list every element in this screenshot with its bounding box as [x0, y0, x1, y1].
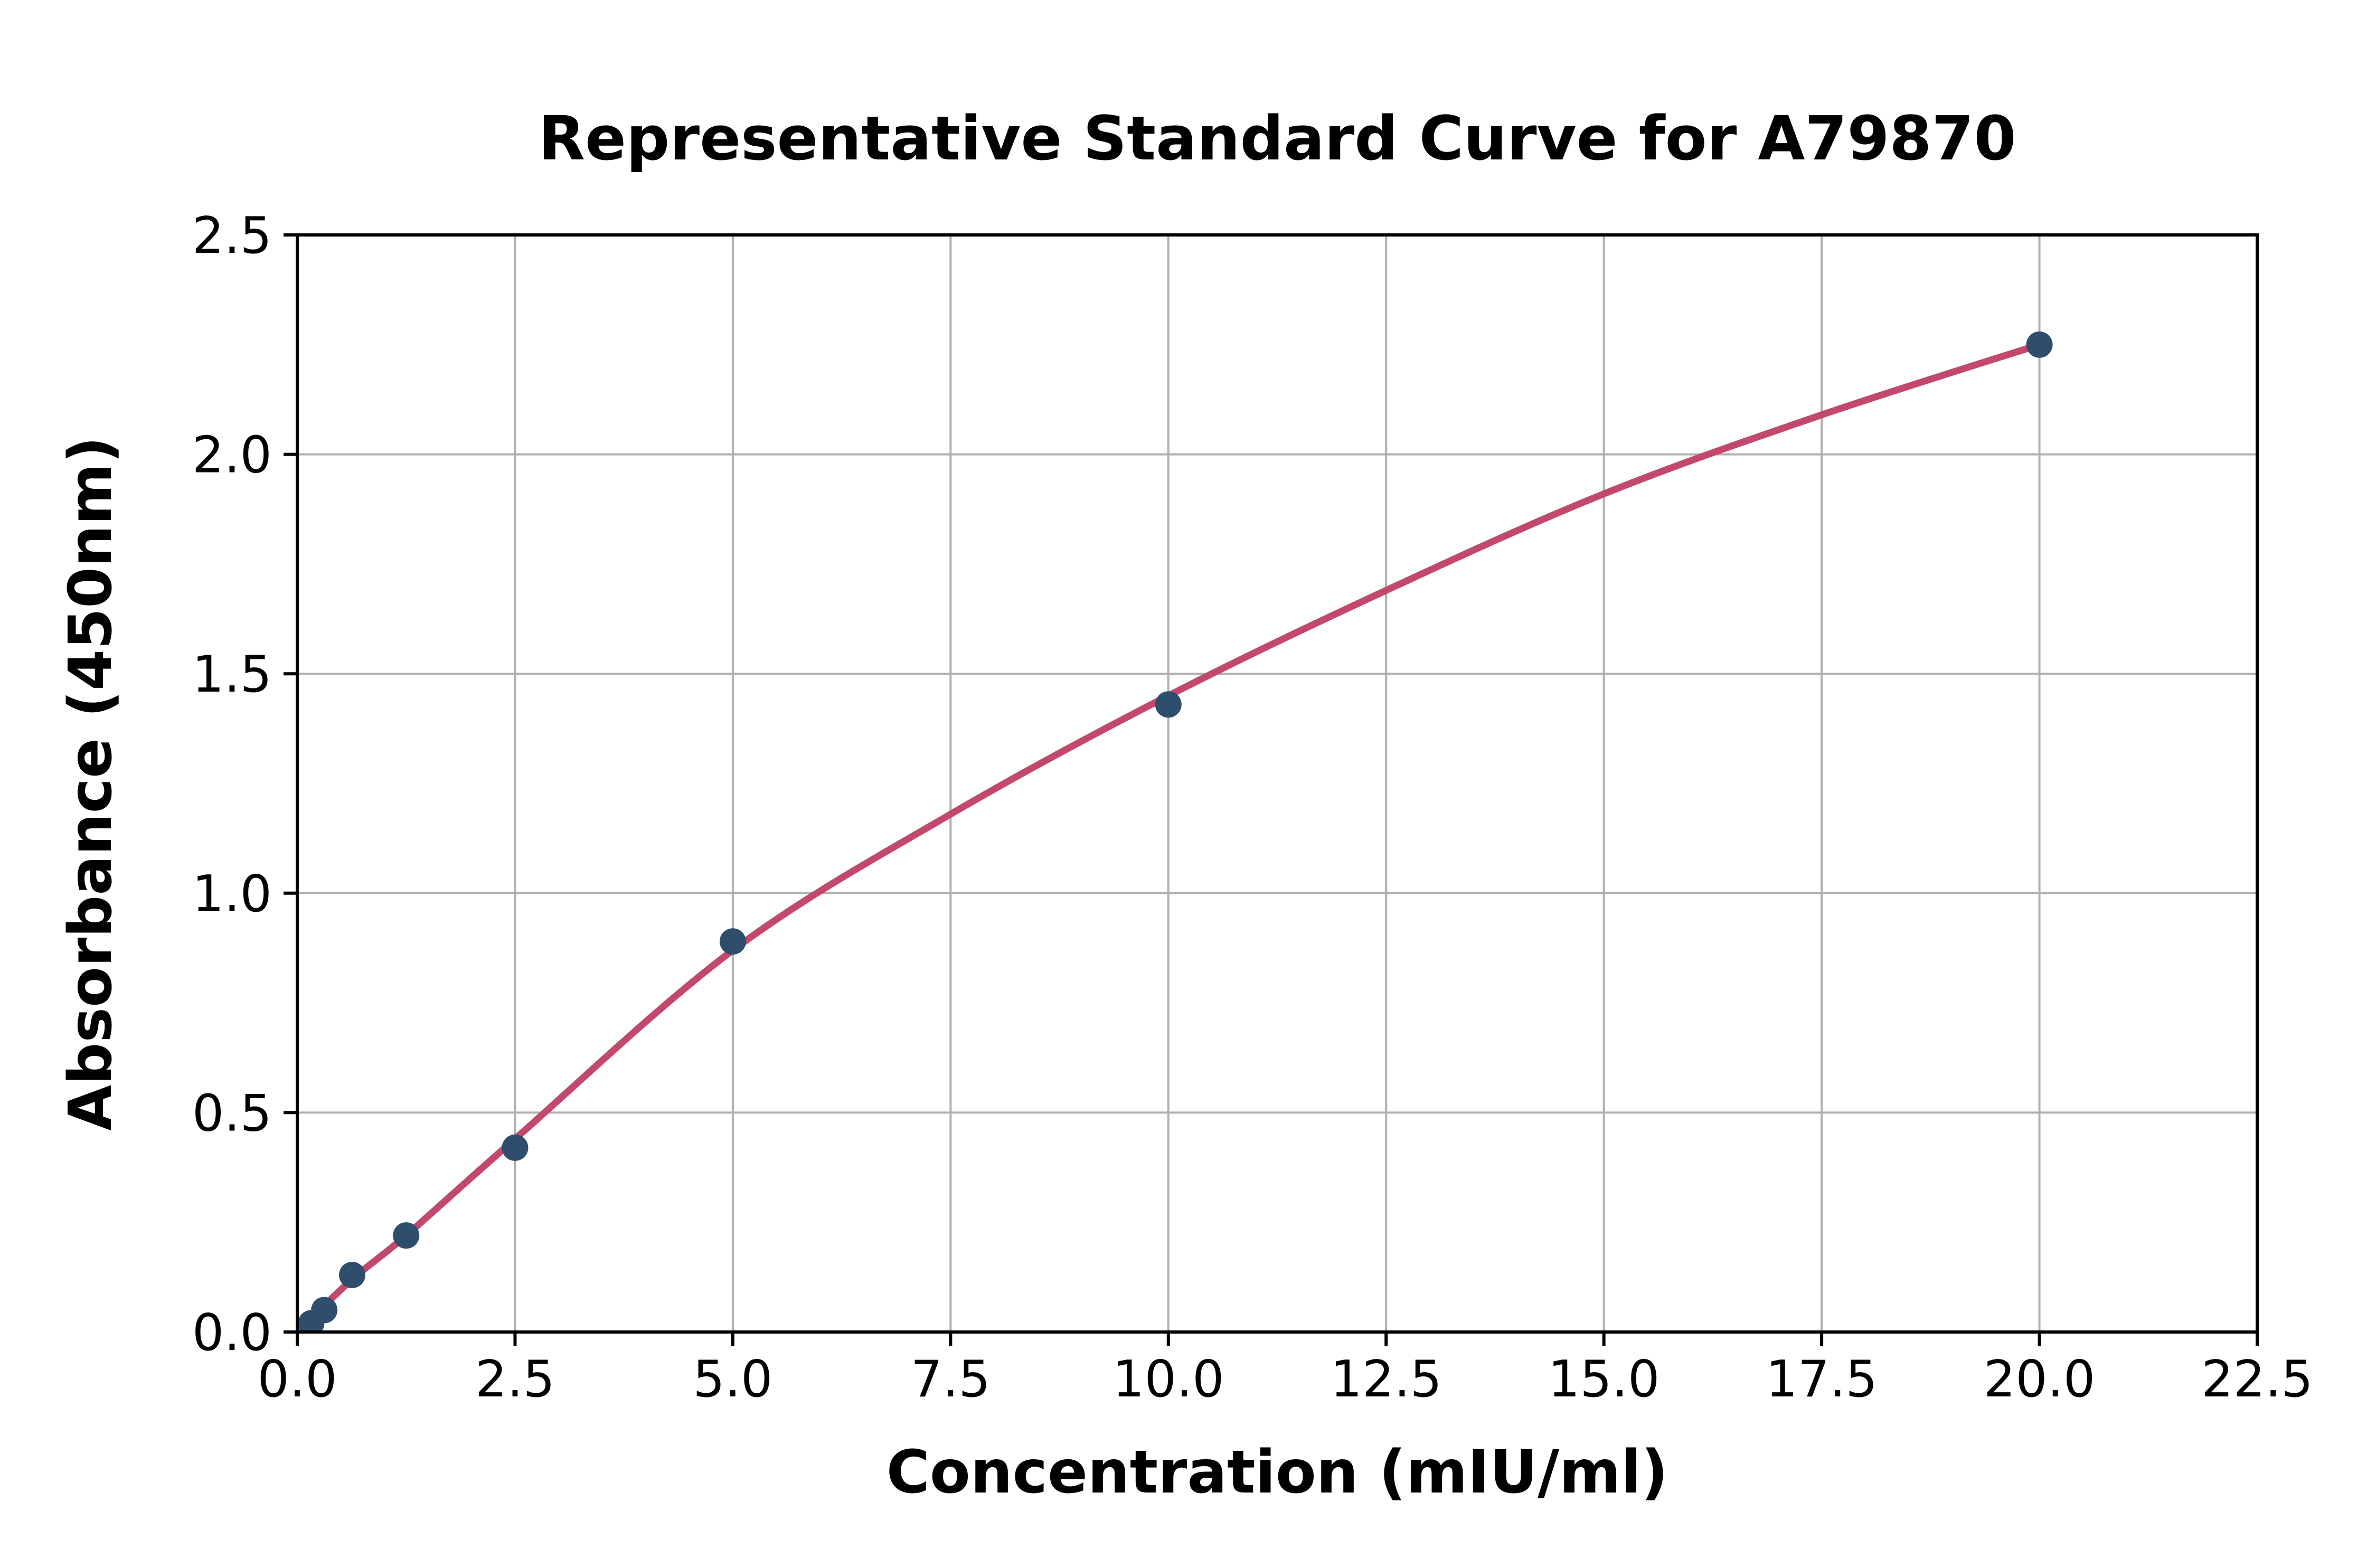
x-tick-label-5.0: 5.0 [693, 1350, 772, 1409]
y-tick-label-1.0: 1.0 [192, 865, 272, 923]
chart-title: Representative Standard Curve for A79870 [538, 103, 2016, 174]
x-tick-label-0.0: 0.0 [257, 1350, 337, 1409]
x-tick-label-20.0: 20.0 [1984, 1350, 2096, 1409]
x-tick-label-12.5: 12.5 [1330, 1350, 1442, 1409]
y-tick-label-1.5: 1.5 [192, 646, 272, 704]
x-tick-label-17.5: 17.5 [1766, 1350, 1878, 1409]
data-point-1.25 [393, 1222, 420, 1249]
axes-box [296, 233, 2259, 1334]
x-tick-label-7.5: 7.5 [911, 1350, 991, 1409]
x-tick-label-10.0: 10.0 [1112, 1350, 1224, 1409]
data-layer [297, 331, 2053, 1332]
x-tick-label-22.5: 22.5 [2201, 1350, 2313, 1409]
data-point-0.31 [311, 1297, 338, 1324]
data-point-10 [1155, 691, 1182, 718]
data-point-2.5 [502, 1134, 529, 1161]
y-tick-label-0.5: 0.5 [192, 1084, 272, 1142]
x-axis-label: Concentration (mIU/ml) [886, 1438, 1668, 1507]
y-tick-label-2.0: 2.0 [192, 427, 272, 485]
x-tick-label-15.0: 15.0 [1548, 1350, 1660, 1409]
data-point-20 [2026, 331, 2053, 358]
y-tick-label-0.0: 0.0 [192, 1304, 272, 1362]
y-tick-label-2.5: 2.5 [192, 207, 272, 265]
x-tick-label-2.5: 2.5 [475, 1350, 555, 1409]
fit-curve [297, 341, 2043, 1332]
data-point-0.63 [338, 1261, 365, 1288]
data-point-5 [719, 928, 746, 955]
